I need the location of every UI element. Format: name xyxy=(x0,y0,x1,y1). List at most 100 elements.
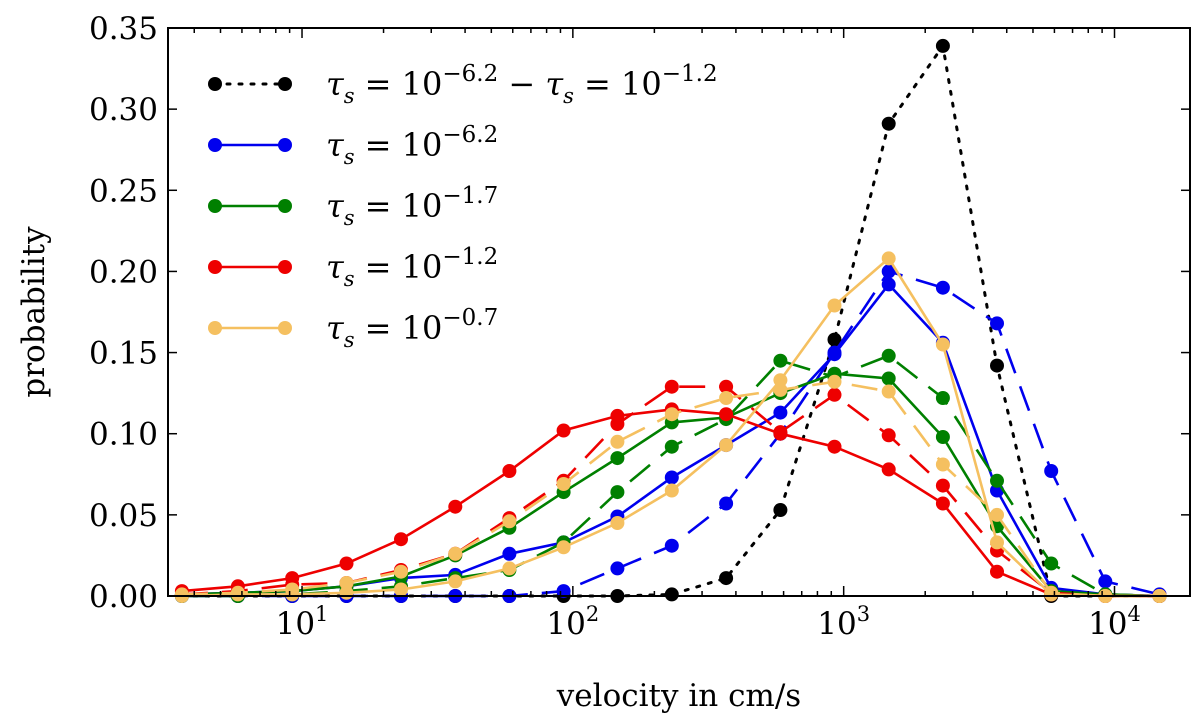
data-point xyxy=(610,485,625,500)
legend-entry-4: τs = 10−0.7 xyxy=(208,305,498,352)
data-point xyxy=(881,428,896,443)
data-point xyxy=(556,423,571,438)
data-point xyxy=(610,516,625,530)
data-point xyxy=(610,417,625,431)
data-point xyxy=(394,532,408,547)
data-point xyxy=(827,298,842,313)
data-point xyxy=(502,561,517,576)
data-point xyxy=(502,464,517,478)
x-tick-label: 104 xyxy=(1088,602,1141,642)
data-point xyxy=(556,477,571,491)
series-5 xyxy=(174,402,1167,603)
legend-entry-3: τs = 10−1.2 xyxy=(208,244,498,291)
data-point xyxy=(719,438,734,453)
legend-label: τs = 10−0.7 xyxy=(326,305,498,352)
data-point xyxy=(881,264,896,279)
legend: τs = 10−6.2 − τs = 10−1.2 τs = 10−6.2 τs =… xyxy=(208,61,718,352)
data-point xyxy=(719,379,734,394)
data-point xyxy=(827,345,842,360)
data-point xyxy=(719,496,734,511)
y-tick-label: 0.10 xyxy=(89,417,158,453)
data-point xyxy=(339,576,354,590)
series-layer xyxy=(174,38,1167,603)
data-point xyxy=(881,116,896,131)
data-point xyxy=(935,457,950,472)
data-point xyxy=(881,277,896,292)
data-point xyxy=(773,405,788,420)
legend-label: τs = 10−6.2 xyxy=(326,122,498,169)
x-axis-label: velocity in cm/s xyxy=(556,678,801,714)
data-point xyxy=(827,387,842,402)
data-point xyxy=(1044,556,1059,571)
data-point xyxy=(502,546,517,561)
data-point xyxy=(448,574,463,589)
legend-marker xyxy=(278,260,292,274)
x-tick-label: 103 xyxy=(817,602,870,642)
data-point xyxy=(719,571,734,586)
data-point xyxy=(827,374,842,389)
data-point xyxy=(502,514,517,529)
legend-marker xyxy=(208,199,222,213)
data-point xyxy=(610,434,625,449)
data-point xyxy=(664,439,679,454)
data-point xyxy=(935,496,950,511)
data-point xyxy=(174,587,189,602)
data-point xyxy=(773,353,788,368)
data-point xyxy=(990,564,1004,579)
data-point xyxy=(448,546,463,561)
data-point xyxy=(664,470,679,485)
data-point xyxy=(339,556,354,571)
ticks-layer: 0.00 0.05 0.10 0.15 0.20 0.25 0.30 0.35 101 102 10… xyxy=(89,11,1190,642)
data-point xyxy=(394,582,408,597)
data-point xyxy=(881,371,896,386)
data-point xyxy=(990,507,1004,522)
data-point xyxy=(773,382,788,397)
y-tick-label: 0.35 xyxy=(89,11,158,47)
y-tick-label: 0.25 xyxy=(89,173,158,209)
y-tick-label: 0.30 xyxy=(89,92,158,128)
data-point xyxy=(664,483,679,498)
data-point xyxy=(556,540,571,555)
data-point xyxy=(1044,464,1059,478)
data-point xyxy=(1098,574,1113,589)
data-point xyxy=(394,564,408,579)
legend-marker xyxy=(208,321,222,335)
series-0 xyxy=(174,38,1167,603)
data-point xyxy=(448,499,463,514)
data-point xyxy=(990,358,1004,373)
legend-label: τs = 10−1.2 xyxy=(326,244,498,291)
data-point xyxy=(935,430,950,444)
data-point xyxy=(610,451,625,466)
y-tick-label: 0.00 xyxy=(89,579,158,615)
data-point xyxy=(990,535,1004,550)
data-point xyxy=(881,348,896,363)
series-8 xyxy=(174,374,1167,603)
data-point xyxy=(610,561,625,576)
y-tick-label: 0.20 xyxy=(89,254,158,290)
data-point xyxy=(1044,585,1059,600)
data-point xyxy=(935,38,950,53)
data-point xyxy=(773,503,788,517)
legend-marker xyxy=(278,321,292,335)
y-axis-label: probability xyxy=(16,226,52,398)
data-point xyxy=(664,407,679,422)
x-tick-label: 102 xyxy=(546,602,599,642)
data-point xyxy=(664,587,679,602)
data-point xyxy=(935,391,950,405)
data-point xyxy=(664,379,679,394)
data-point xyxy=(990,316,1004,331)
data-point xyxy=(827,332,842,347)
legend-entry-1: τs = 10−6.2 xyxy=(208,122,498,169)
data-point xyxy=(773,425,788,440)
data-point xyxy=(881,462,896,477)
legend-marker xyxy=(278,77,292,91)
data-point xyxy=(881,251,896,266)
legend-entry-2: τs = 10−1.7 xyxy=(208,183,498,230)
data-point xyxy=(719,391,734,405)
data-point xyxy=(935,478,950,493)
data-point xyxy=(664,538,679,553)
data-point xyxy=(719,407,734,422)
data-point xyxy=(990,473,1004,488)
legend-marker xyxy=(208,138,222,152)
